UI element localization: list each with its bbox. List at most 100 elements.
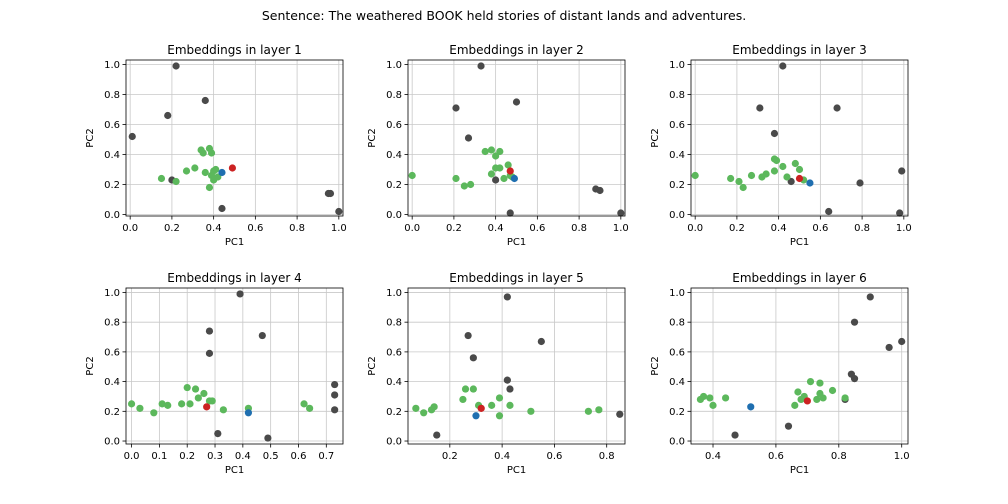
y-tick-label: 1.0 <box>669 288 685 299</box>
axes-frame <box>125 287 344 445</box>
x-tick-label: 0.6 <box>529 223 545 234</box>
point-other <box>207 149 216 157</box>
x-tick-label: 0.2 <box>442 451 458 462</box>
point-other <box>200 389 208 398</box>
point-context <box>236 290 244 298</box>
point-other <box>739 183 747 192</box>
point-other <box>466 180 475 189</box>
y-tick-label: 0.8 <box>104 318 120 329</box>
x-tick-label: 0.8 <box>854 223 870 234</box>
point-other <box>210 167 218 175</box>
point-anchor <box>218 168 226 177</box>
panel-title: Embeddings in layer 6 <box>732 271 866 285</box>
point-other <box>496 147 504 156</box>
point-book <box>477 404 485 412</box>
point-anchor <box>244 409 253 417</box>
point-other <box>762 170 770 178</box>
point-other <box>504 161 512 169</box>
point-other <box>191 164 199 172</box>
point-other <box>527 407 535 415</box>
point-other <box>841 394 849 402</box>
point-context <box>128 132 136 141</box>
point-other <box>791 401 799 409</box>
point-context <box>172 62 180 70</box>
point-context <box>512 98 521 106</box>
x-tick-label: 0.0 <box>124 451 140 462</box>
point-other <box>412 404 420 412</box>
y-tick-label: 1.0 <box>104 60 120 71</box>
y-tick-label: 0.2 <box>386 180 402 191</box>
x-tick-label: 0.6 <box>247 223 263 234</box>
point-other <box>584 407 592 415</box>
point-context <box>335 207 343 216</box>
point-other <box>488 401 496 409</box>
point-other <box>136 404 144 412</box>
point-context <box>264 434 272 442</box>
panel-title: Embeddings in layer 3 <box>732 43 866 57</box>
point-other <box>158 400 166 408</box>
x-tick-label: 0.8 <box>571 223 587 234</box>
point-other <box>794 388 802 396</box>
point-other <box>699 392 708 401</box>
x-tick-label: 1.0 <box>894 451 910 462</box>
axes-frame <box>690 287 909 445</box>
y-axis-label: PC2 <box>650 128 661 147</box>
point-book <box>228 164 237 172</box>
x-tick-label: 0.3 <box>207 451 223 462</box>
point-book <box>203 403 211 411</box>
point-context <box>331 391 339 399</box>
point-other <box>183 383 191 392</box>
x-tick-label: 0.0 <box>687 223 703 234</box>
y-tick-label: 0.8 <box>669 90 685 101</box>
axes-frame <box>407 287 626 445</box>
point-other <box>709 401 717 409</box>
x-tick-label: 0.6 <box>812 223 828 234</box>
point-context <box>731 431 739 439</box>
panel-title: Embeddings in layer 4 <box>167 271 301 285</box>
point-other <box>487 170 496 178</box>
point-other <box>219 406 227 414</box>
x-axis-label: PC1 <box>225 237 244 248</box>
x-tick-label: 0.5 <box>263 451 279 462</box>
point-context <box>331 406 339 414</box>
x-tick-label: 0.6 <box>291 451 307 462</box>
point-context <box>896 209 904 217</box>
y-tick-label: 0.4 <box>386 150 402 161</box>
point-other <box>150 409 158 417</box>
axes-frame <box>407 59 626 217</box>
y-tick-label: 0.2 <box>386 407 402 418</box>
figure-suptitle: Sentence: The weathered BOOK held storie… <box>262 8 746 23</box>
point-context <box>856 179 864 187</box>
y-axis-label: PC2 <box>85 128 96 147</box>
point-other <box>172 177 180 186</box>
point-other <box>481 147 489 156</box>
x-tick-label: 0.2 <box>179 451 195 462</box>
point-context <box>898 167 906 175</box>
y-tick-label: 0.2 <box>104 407 120 418</box>
point-other <box>595 406 603 414</box>
point-other <box>164 401 172 409</box>
y-axis-label: PC2 <box>367 356 378 375</box>
point-context <box>784 422 793 430</box>
point-other <box>828 386 837 395</box>
point-other <box>182 167 191 175</box>
point-other <box>430 403 438 411</box>
point-other <box>495 394 504 402</box>
panel-title: Embeddings in layer 2 <box>449 43 583 57</box>
point-other <box>779 162 787 171</box>
point-other <box>813 395 821 404</box>
point-other <box>178 400 186 408</box>
x-tick-label: 0.8 <box>599 451 615 462</box>
point-other <box>408 171 416 180</box>
x-tick-label: 0.4 <box>494 451 510 462</box>
point-other <box>194 394 202 402</box>
point-other <box>208 397 216 405</box>
y-tick-label: 0.6 <box>669 347 685 358</box>
x-tick-label: 0.4 <box>488 223 504 234</box>
panel-layer-5: 0.2 0.4 0.6 0.8 0.0 0.2 0.4 0.6 0.8 1.0 Embeddings… <box>367 271 626 476</box>
x-tick-label: 0.4 <box>771 223 787 234</box>
x-tick-label: 0.8 <box>831 451 847 462</box>
axes-frame <box>125 59 344 217</box>
y-tick-label: 0.0 <box>669 210 685 221</box>
